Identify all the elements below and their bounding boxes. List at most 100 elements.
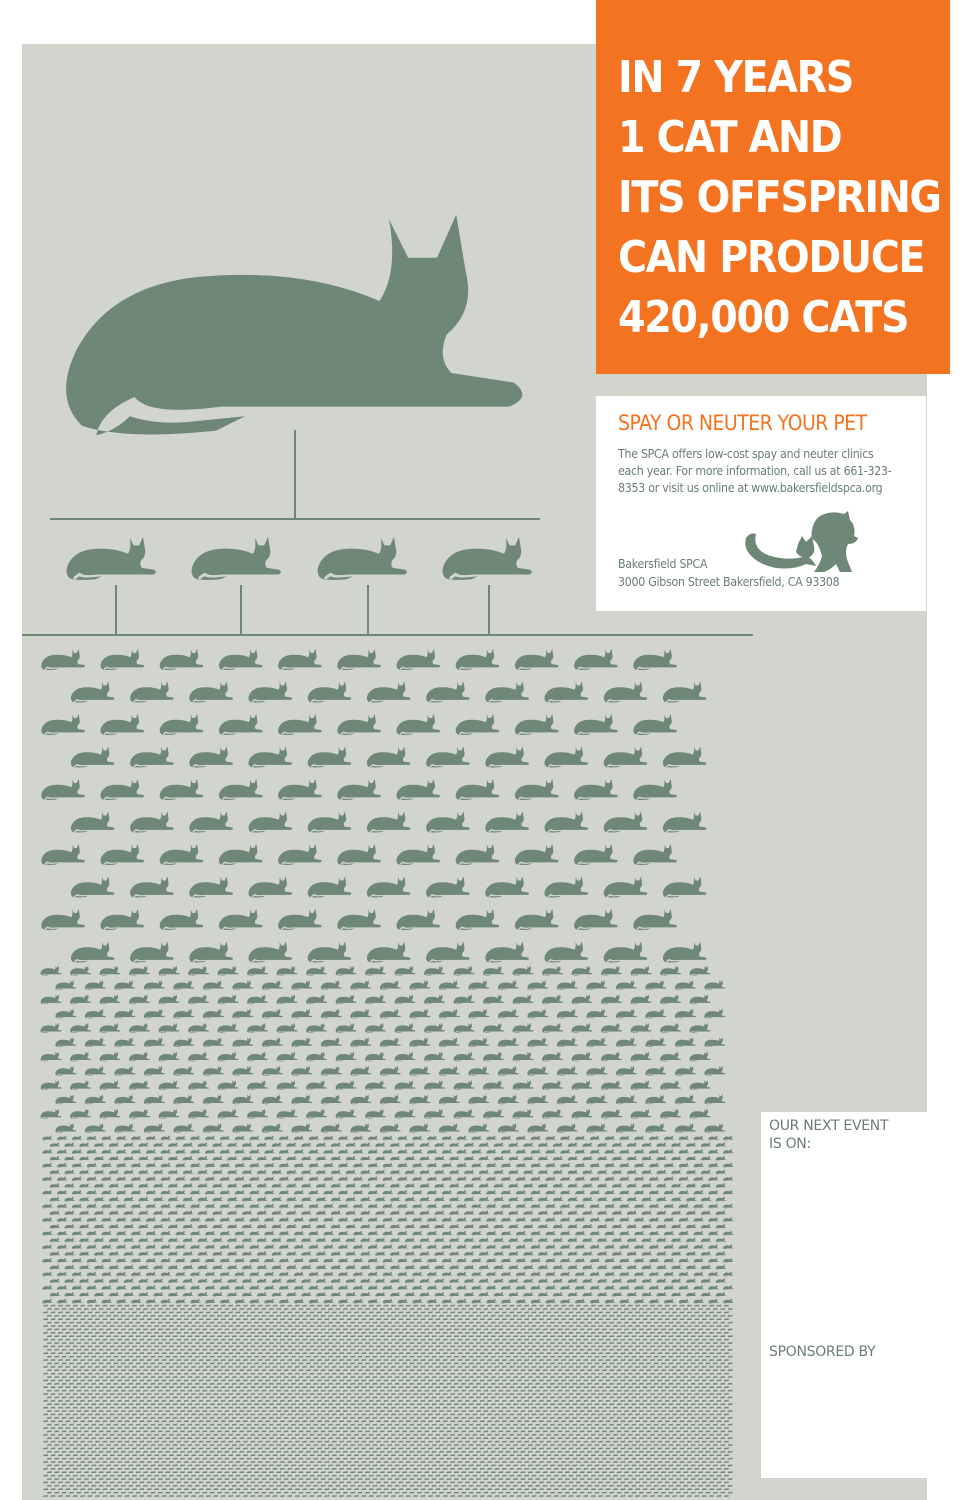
small-cat-icon	[450, 1310, 456, 1314]
small-cat-icon	[357, 1314, 363, 1317]
small-cat-icon	[612, 1392, 619, 1396]
small-cat-icon	[254, 1375, 260, 1379]
small-cat-icon	[594, 1321, 600, 1324]
small-cat-icon	[575, 1230, 586, 1236]
small-cat-icon	[302, 1419, 308, 1423]
small-cat-icon	[150, 1423, 156, 1426]
small-cat-icon	[49, 1142, 61, 1148]
small-cat-icon	[64, 1278, 75, 1284]
small-cat-icon	[239, 1382, 245, 1385]
small-cat-icon	[94, 1142, 105, 1148]
small-cat-icon	[313, 1361, 319, 1365]
small-cat-icon	[615, 1036, 637, 1048]
small-cat-icon	[583, 1304, 589, 1307]
small-cat-icon	[190, 1230, 201, 1236]
small-cat-icon	[135, 1314, 141, 1317]
small-cat-icon	[146, 1365, 153, 1368]
small-cat-icon	[723, 1298, 734, 1304]
small-cat-icon	[524, 1419, 530, 1423]
small-cat-icon	[250, 1365, 256, 1368]
small-cat-icon	[620, 1385, 626, 1389]
small-cat-icon	[368, 1331, 375, 1334]
small-cat-icon	[402, 1361, 408, 1365]
small-cat-icon	[723, 1148, 734, 1154]
small-cat-icon	[191, 1426, 197, 1430]
small-cat-icon	[272, 1392, 278, 1396]
small-cat-icon	[409, 1094, 431, 1105]
small-cat-icon	[672, 1304, 678, 1307]
small-cat-icon	[442, 1372, 449, 1375]
small-cat-icon	[624, 1348, 630, 1351]
small-cat-icon	[235, 1372, 241, 1375]
small-cat-icon	[435, 1344, 441, 1348]
small-cat-icon	[398, 1392, 404, 1396]
small-cat-icon	[455, 778, 500, 801]
small-cat-icon	[439, 1314, 445, 1317]
small-cat-icon	[165, 1355, 171, 1358]
small-cat-icon	[239, 1389, 245, 1392]
small-cat-icon	[471, 1230, 482, 1236]
small-cat-icon	[254, 1416, 260, 1419]
small-cat-icon	[427, 1385, 434, 1389]
small-cat-icon	[657, 1365, 663, 1368]
small-cat-icon	[646, 1389, 652, 1392]
small-cat-icon	[663, 1203, 675, 1209]
small-cat-icon	[365, 1409, 371, 1413]
small-cat-icon	[98, 1361, 104, 1365]
small-cat-icon	[345, 1278, 357, 1284]
small-cat-icon	[128, 1382, 134, 1385]
small-cat-icon	[202, 1355, 208, 1358]
small-cat-icon	[114, 1094, 136, 1105]
small-cat-icon	[700, 1250, 712, 1256]
small-cat-icon	[498, 1314, 504, 1317]
small-cat-icon	[154, 1324, 160, 1328]
small-cat-icon	[138, 1264, 149, 1270]
small-cat-icon	[538, 1344, 545, 1348]
small-cat-icon	[431, 1361, 437, 1365]
small-cat-icon	[180, 1375, 186, 1379]
small-cat-icon	[279, 1406, 286, 1409]
small-cat-icon	[83, 1327, 90, 1331]
small-cat-icon	[472, 1331, 478, 1334]
small-cat-icon	[350, 1361, 356, 1365]
small-cat-icon	[656, 1155, 667, 1161]
small-cat-icon	[634, 1257, 645, 1263]
small-cat-icon	[509, 1406, 515, 1409]
small-cat-icon	[183, 1351, 190, 1355]
small-cat-icon	[456, 1162, 468, 1168]
small-cat-icon	[278, 713, 322, 736]
small-cat-icon	[168, 1399, 175, 1402]
small-cat-icon	[254, 1395, 260, 1399]
small-cat-icon	[575, 1304, 582, 1307]
small-cat-icon	[597, 1210, 608, 1216]
small-cat-icon	[247, 965, 269, 976]
small-cat-icon	[301, 1155, 312, 1161]
small-cat-icon	[546, 1331, 552, 1334]
small-cat-icon	[649, 1176, 660, 1182]
small-cat-icon	[268, 1409, 275, 1413]
small-cat-icon	[649, 1358, 656, 1362]
small-cat-icon	[99, 994, 121, 1005]
small-cat-icon	[679, 1406, 685, 1409]
small-cat-icon	[320, 1314, 326, 1317]
small-cat-icon	[453, 1079, 475, 1090]
small-cat-icon	[716, 1331, 722, 1334]
small-cat-icon	[683, 1402, 689, 1406]
small-cat-icon	[70, 811, 115, 833]
small-cat-icon	[291, 1321, 297, 1324]
small-cat-icon	[486, 1271, 497, 1277]
small-cat-icon	[571, 994, 593, 1005]
small-cat-icon	[635, 1378, 641, 1382]
small-cat-icon	[294, 1385, 301, 1389]
small-cat-icon	[605, 1419, 611, 1423]
small-cat-icon	[616, 1321, 622, 1324]
small-cat-icon	[597, 1142, 608, 1148]
small-cat-icon	[49, 1250, 61, 1256]
small-cat-icon	[575, 1406, 582, 1409]
small-cat-icon	[439, 1361, 445, 1365]
small-cat-icon	[61, 1307, 67, 1311]
small-cat-icon	[49, 1169, 61, 1175]
small-cat-icon	[668, 1402, 674, 1406]
small-cat-icon	[439, 1334, 445, 1338]
small-cat-icon	[291, 1008, 313, 1019]
